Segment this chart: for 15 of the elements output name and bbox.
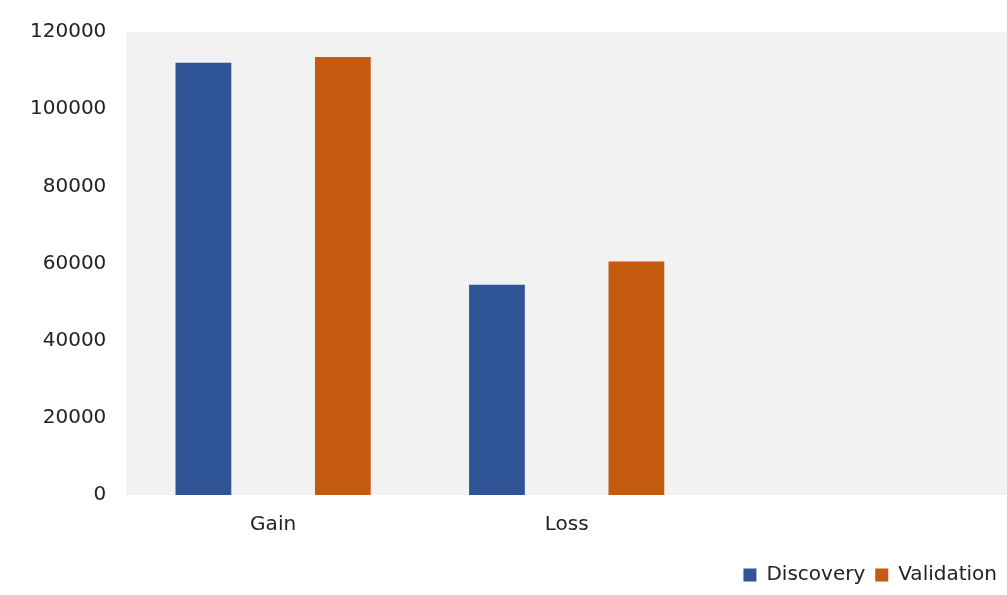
y-tick-label: 120000: [29, 18, 107, 43]
y-tick-label: 80000: [42, 172, 107, 197]
y-tick-label: 100000: [29, 95, 107, 120]
y-tick-label: 0: [93, 481, 107, 506]
bar: [469, 284, 525, 495]
bar: [175, 62, 232, 495]
x-tick-label: Gain: [250, 511, 297, 536]
bar: [608, 261, 665, 495]
legend-label: Validation: [898, 561, 998, 586]
y-tick-label: 60000: [42, 249, 107, 274]
legend-label: Discovery: [766, 561, 866, 586]
y-tick-label: 20000: [42, 404, 107, 429]
x-tick-label: Loss: [544, 511, 589, 536]
bar: [314, 57, 371, 495]
y-tick-label: 40000: [42, 326, 107, 351]
